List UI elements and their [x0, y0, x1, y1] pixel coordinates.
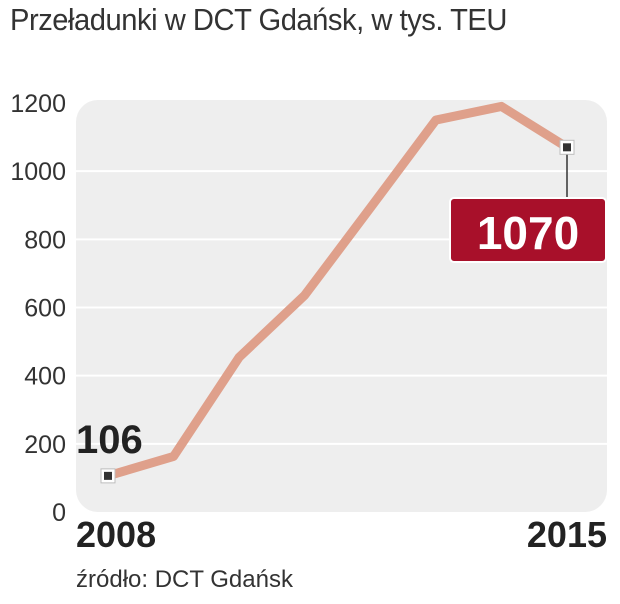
x-axis-ticks: 2008 2015 [76, 514, 607, 555]
chart-title: Przeładunki w DCT Gdańsk, w tys. TEU [10, 2, 507, 37]
callouts: 106 1070 [76, 147, 607, 462]
series-line [103, 101, 572, 481]
x-tick-label-end: 2015 [527, 514, 607, 555]
end-value-label: 1070 [477, 207, 579, 259]
y-tick-label-1000: 1000 [10, 158, 66, 186]
end-marker-dot [563, 143, 571, 152]
start-value-label: 106 [76, 418, 143, 462]
chart-source: źródło: DCT Gdańsk [76, 566, 293, 593]
y-tick-label-600: 600 [24, 295, 66, 323]
start-marker-dot [104, 471, 112, 480]
x-tick-label-start: 2008 [76, 514, 156, 555]
plot-background [76, 100, 607, 512]
y-tick-label-800: 800 [24, 226, 66, 254]
y-axis-ticks: 0 200 400 600 800 1000 1200 [10, 90, 66, 527]
y-tick-label-400: 400 [24, 363, 66, 391]
y-tick-label-200: 200 [24, 431, 66, 459]
y-tick-label-1200: 1200 [10, 90, 66, 118]
markers [100, 139, 575, 484]
end-value-badge [449, 197, 607, 263]
y-tick-label-0: 0 [52, 499, 66, 527]
